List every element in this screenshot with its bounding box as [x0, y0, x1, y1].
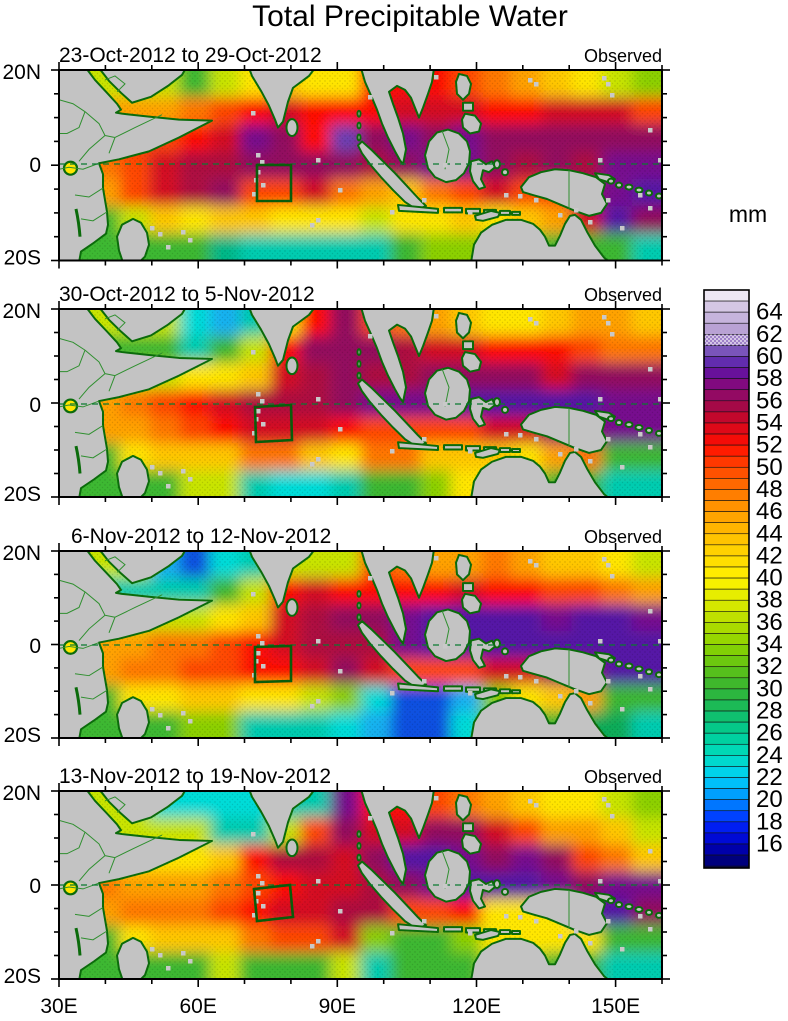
svg-text:56: 56 — [756, 387, 783, 414]
svg-text:20S: 20S — [4, 247, 41, 270]
svg-text:48: 48 — [756, 476, 783, 503]
svg-text:23-Oct-2012 to 29-Oct-2012: 23-Oct-2012 to 29-Oct-2012 — [59, 44, 322, 67]
svg-text:16: 16 — [756, 831, 783, 858]
svg-text:40: 40 — [756, 565, 783, 592]
svg-text:0: 0 — [29, 875, 41, 898]
svg-text:20N: 20N — [2, 300, 41, 323]
svg-text:120E: 120E — [452, 995, 501, 1016]
svg-text:46: 46 — [756, 498, 783, 525]
svg-text:Observed: Observed — [584, 285, 662, 305]
svg-text:20: 20 — [756, 786, 783, 813]
svg-text:28: 28 — [756, 698, 783, 725]
svg-text:52: 52 — [756, 432, 783, 459]
svg-text:34: 34 — [756, 631, 783, 658]
svg-text:50: 50 — [756, 454, 783, 481]
svg-text:18: 18 — [756, 808, 783, 835]
svg-text:6-Nov-2012 to 12-Nov-2012: 6-Nov-2012 to 12-Nov-2012 — [71, 525, 331, 548]
svg-text:38: 38 — [756, 587, 783, 614]
svg-text:90E: 90E — [319, 995, 356, 1016]
svg-text:Observed: Observed — [584, 767, 662, 787]
svg-text:64: 64 — [756, 299, 783, 326]
svg-text:60: 60 — [756, 343, 783, 370]
svg-text:20N: 20N — [2, 61, 41, 84]
svg-text:54: 54 — [756, 410, 783, 437]
svg-text:0: 0 — [29, 394, 41, 417]
svg-text:20S: 20S — [4, 965, 41, 988]
svg-text:22: 22 — [756, 764, 783, 791]
svg-text:44: 44 — [756, 520, 783, 547]
svg-text:0: 0 — [29, 635, 41, 658]
svg-text:62: 62 — [756, 321, 783, 348]
svg-text:42: 42 — [756, 542, 783, 569]
svg-text:20N: 20N — [2, 542, 41, 565]
svg-text:Observed: Observed — [584, 46, 662, 66]
svg-text:58: 58 — [756, 365, 783, 392]
svg-text:150E: 150E — [591, 995, 640, 1016]
svg-text:60E: 60E — [180, 995, 217, 1016]
svg-text:0: 0 — [29, 154, 41, 177]
svg-text:30E: 30E — [40, 995, 77, 1016]
svg-text:20S: 20S — [4, 724, 41, 747]
svg-text:13-Nov-2012 to 19-Nov-2012: 13-Nov-2012 to 19-Nov-2012 — [59, 765, 331, 788]
svg-text:Total Precipitable Water: Total Precipitable Water — [252, 0, 568, 33]
svg-text:30: 30 — [756, 675, 783, 702]
svg-text:20S: 20S — [4, 483, 41, 506]
svg-text:20N: 20N — [2, 782, 41, 805]
svg-text:24: 24 — [756, 742, 783, 769]
svg-text:36: 36 — [756, 609, 783, 636]
svg-text:26: 26 — [756, 720, 783, 747]
svg-text:mm: mm — [729, 201, 767, 227]
svg-text:32: 32 — [756, 653, 783, 680]
svg-text:Observed: Observed — [584, 527, 662, 547]
svg-text:30-Oct-2012 to 5-Nov-2012: 30-Oct-2012 to 5-Nov-2012 — [59, 283, 315, 306]
